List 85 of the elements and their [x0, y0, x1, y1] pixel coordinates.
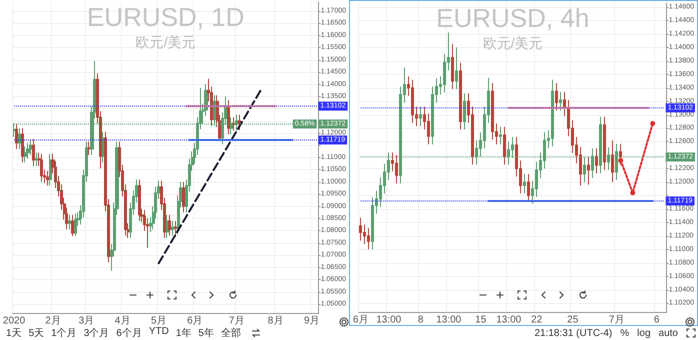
text: log [637, 328, 651, 338]
candlestick [232, 116, 235, 132]
text: 21:18:31 (UTC-4) [534, 328, 612, 338]
candlestick [523, 173, 526, 194]
text: 欧元/美元 [136, 34, 196, 50]
candlestick [71, 214, 74, 237]
candlestick [611, 140, 614, 183]
x-tick-label: 8 [418, 314, 424, 326]
point [630, 190, 636, 196]
candlestick [499, 126, 502, 145]
text: 3个月 [84, 327, 110, 340]
candlestick [238, 114, 241, 131]
text: 全部 [220, 326, 241, 340]
x-tick-label: 2020 [2, 316, 26, 326]
chart-title: EURUSD, 4h [436, 3, 590, 33]
candlestick [32, 138, 35, 167]
candlestick [49, 153, 52, 186]
candlestick [411, 79, 414, 124]
candlestick [587, 156, 590, 186]
text: 1年 [176, 327, 192, 340]
candlestick [18, 128, 21, 150]
x-tick-label: 7月 [228, 316, 244, 326]
candlestick [46, 170, 49, 186]
candlestick [40, 153, 43, 182]
candlestick [419, 106, 422, 127]
x-tick-label: 7月 [608, 314, 624, 326]
x-tick-label: 13:00 [376, 314, 402, 326]
x-tick-label: 15 [475, 314, 487, 326]
candlestick [171, 220, 174, 236]
x-tick-label: 9月 [304, 316, 320, 326]
point [650, 121, 656, 126]
text: % [620, 328, 630, 338]
chart-title: EURUSD, 1D [86, 2, 244, 32]
text: 1天 [6, 327, 22, 340]
x-tick-label: 6 [654, 314, 660, 326]
candlestick [367, 227, 370, 250]
text: 6个月 [116, 327, 142, 340]
candlestick [24, 146, 27, 163]
candlestick [182, 181, 185, 213]
candlestick [15, 122, 18, 150]
candlestick [555, 82, 558, 112]
candlestick [88, 141, 91, 156]
text: auto [658, 328, 678, 338]
candlestick [527, 173, 530, 202]
candlestick [227, 100, 230, 135]
candlestick [595, 148, 598, 174]
candlestick [74, 213, 77, 237]
text: YTD [148, 326, 169, 339]
candlestick [563, 91, 566, 117]
text: 5天 [28, 327, 44, 340]
candlestick [138, 178, 141, 222]
candlestick [26, 142, 30, 160]
candlestick [68, 214, 71, 230]
x-tick-label: 25 [567, 314, 579, 326]
x-tick-label: 2月 [45, 316, 61, 326]
x-tick-label: 6月 [352, 314, 368, 326]
x-tick-label: 6月 [187, 316, 203, 326]
candlestick [359, 217, 362, 242]
point [618, 158, 624, 164]
candlestick [559, 91, 562, 112]
candlestick [451, 44, 454, 90]
candlestick [503, 126, 506, 166]
candlestick [166, 214, 169, 239]
x-tick-label: 4月 [114, 316, 130, 326]
text: 1个月 [51, 327, 77, 340]
candlestick [463, 92, 466, 130]
candlestick [168, 214, 171, 236]
x-tick-label: 3月 [78, 316, 94, 326]
candlestick [551, 79, 554, 147]
candlestick [395, 154, 398, 184]
candlestick [174, 220, 177, 238]
x-tick-label: 13:00 [496, 314, 522, 326]
candlestick [455, 46, 458, 90]
candlestick [21, 128, 24, 163]
candlestick [35, 152, 38, 167]
text: 欧元/美元 [482, 35, 543, 51]
candlestick [29, 138, 32, 156]
x-tick-label: 8月 [268, 316, 284, 326]
x-tick-label: 5月 [150, 316, 167, 326]
candlestick [491, 82, 494, 140]
candlestick [459, 62, 462, 130]
x-tick-label: 22 [531, 314, 543, 326]
candlestick [603, 116, 606, 170]
x-tick-label: 13:00 [436, 314, 462, 326]
text: 5年 [198, 327, 214, 340]
